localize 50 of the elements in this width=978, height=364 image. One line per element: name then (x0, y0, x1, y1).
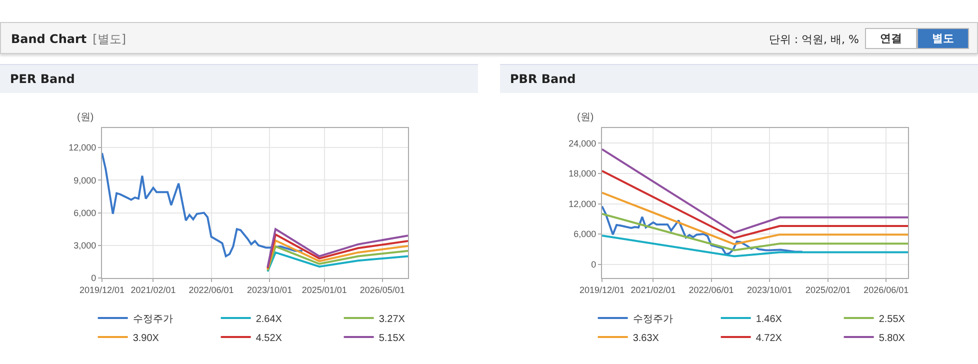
line-series (266, 240, 408, 270)
line-series (266, 251, 408, 272)
legend-label: 2.55X (878, 314, 906, 325)
y-tick-label: 0 (591, 260, 596, 270)
text: [별도] (92, 32, 126, 46)
y-tick-label: 6,000 (574, 229, 596, 240)
legend-label: 4.72X (756, 332, 782, 344)
text: 별도 (917, 28, 969, 49)
line-series (266, 228, 408, 268)
text: Band Chart (11, 32, 87, 46)
legend-label: 1.46X (756, 314, 782, 325)
y-tick-label: 18,000 (568, 168, 596, 179)
legend-label: 3.27X (378, 314, 406, 325)
y-tick-label: 9,000 (74, 175, 96, 186)
y-tick-label: 24,000 (568, 138, 596, 148)
text: 연결 (865, 28, 917, 49)
y-axis-title: (원) (77, 112, 94, 123)
x-tick-label: 2025/01/01 (302, 284, 347, 295)
legend-label: 4.52X (256, 332, 282, 344)
y-tick-label: 12,000 (568, 198, 596, 209)
x-tick-label: 2026/06/01 (864, 284, 909, 295)
line-series (266, 245, 408, 272)
x-tick-label: 2026/05/01 (360, 284, 405, 295)
x-tick-label: 2025/02/01 (806, 284, 851, 295)
line-series (266, 234, 408, 270)
x-tick-label: 2021/02/01 (630, 284, 676, 295)
y-tick-label: 3,000 (74, 240, 96, 251)
legend-label: 3.90X (132, 332, 160, 344)
x-tick-label: 2019/12/01 (79, 284, 125, 295)
x-tick-label: 2019/12/01 (579, 284, 625, 295)
legend-label: 3.63X (632, 332, 660, 344)
y-tick-label: 0 (91, 273, 96, 284)
legend-label: 5.80X (878, 332, 906, 344)
legend-label: 5.15X (378, 332, 406, 344)
x-tick-label: 2022/06/01 (188, 284, 234, 295)
x-tick-label: 2022/06/01 (688, 284, 734, 295)
y-axis-title: (원) (577, 112, 594, 123)
line-series (602, 205, 804, 256)
legend-label: 수정주가 (632, 314, 673, 325)
legend-label: 2.64X (256, 314, 282, 325)
chart-title: PER Band (0, 64, 478, 93)
legend-label: 수정주가 (132, 314, 173, 325)
y-tick-label: 6,000 (74, 208, 96, 218)
text: 단위 : 억원, 배, % (768, 32, 859, 47)
x-tick-label: 2021/02/01 (130, 284, 176, 295)
y-tick-label: 12,000 (68, 142, 96, 153)
chart-title: PBR Band (500, 64, 978, 93)
x-tick-label: 2023/10/01 (247, 284, 292, 295)
line-series (102, 152, 304, 258)
x-tick-label: 2023/10/01 (747, 284, 792, 295)
